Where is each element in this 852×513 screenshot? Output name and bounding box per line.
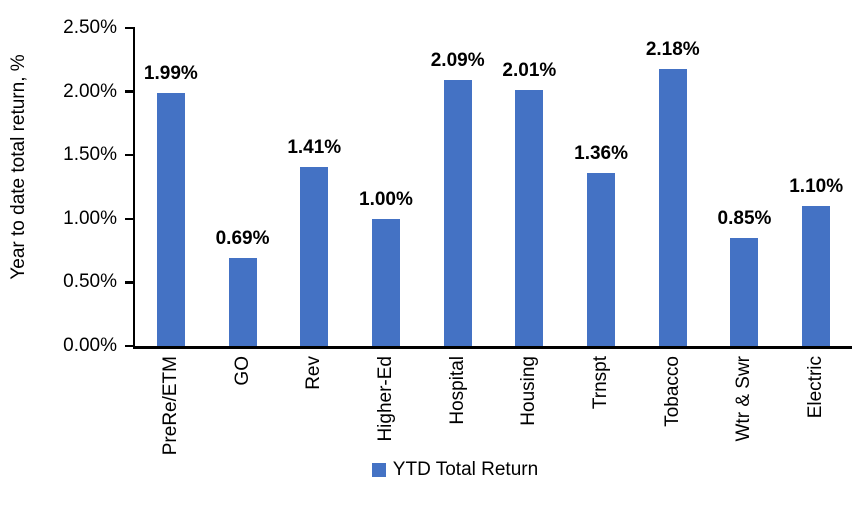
y-axis-tick-marks: [125, 26, 135, 348]
y-tick-label: 2.50%: [63, 17, 117, 38]
bar: [156, 92, 185, 346]
x-axis-label: Trnspt: [590, 356, 612, 410]
bar-slot: 0.85%: [709, 28, 781, 346]
y-tick-mark: [125, 153, 135, 157]
bar-value-label: 0.85%: [717, 207, 772, 229]
bar: [730, 237, 759, 346]
x-axis-label: Housing: [518, 356, 540, 426]
y-tick-label: 0.00%: [63, 334, 117, 356]
bar-value-label: 2.01%: [502, 60, 557, 82]
x-label-slot: Hospital: [422, 356, 494, 458]
bar: [228, 258, 257, 346]
x-label-slot: Housing: [494, 356, 566, 458]
bar-slot: 1.41%: [278, 28, 350, 346]
bar-slot: 1.00%: [350, 28, 422, 346]
y-tick-label: 2.00%: [63, 80, 117, 102]
x-label-slot: Electric: [780, 356, 852, 458]
y-tick-label: 1.50%: [63, 144, 117, 166]
bar-value-label: 1.10%: [789, 176, 844, 198]
x-label-slot: Rev: [278, 356, 350, 458]
legend-swatch-icon: [371, 463, 386, 477]
bar: [300, 166, 329, 346]
y-tick-mark: [125, 281, 135, 284]
x-label-slot: Trnspt: [565, 356, 637, 458]
legend-label: YTD Total Return: [392, 459, 539, 480]
x-label-slot: Wtr & Swr: [709, 356, 781, 458]
bar-slot: 1.10%: [780, 28, 852, 346]
bar-value-label: 0.69%: [215, 228, 270, 250]
bar: [802, 206, 831, 346]
y-axis-tick-labels: 2.50% 2.00% 1.50% 1.00% 0.50% 0.00%: [0, 18, 117, 356]
x-axis-line: [132, 346, 852, 349]
bar-value-label: 2.09%: [430, 50, 485, 72]
bar-slot: 1.36%: [565, 28, 637, 346]
bar-value-label: 1.36%: [574, 143, 628, 165]
x-axis-label: Higher-Ed: [374, 356, 396, 442]
y-tick-label: 1.00%: [63, 207, 117, 229]
bar: [515, 90, 544, 346]
bar: [371, 218, 400, 346]
plot-area: 1.99% 0.69% 1.41% 1.00% 2.09% 2.01% 1.36% 2.18%…: [135, 28, 852, 346]
bar-value-label: 1.41%: [287, 136, 342, 158]
x-label-slot: GO: [207, 356, 279, 458]
x-axis-label: Hospital: [446, 356, 468, 425]
bar-value-label: 1.00%: [359, 188, 413, 210]
x-axis-label: PreRe/ETM: [159, 356, 181, 456]
x-axis-label: Wtr & Swr: [733, 356, 755, 442]
y-tick-mark: [125, 217, 135, 221]
x-axis-label: Electric: [805, 356, 827, 419]
bar-slot: 2.09%: [422, 28, 494, 346]
bar-value-label: 2.18%: [645, 38, 700, 60]
bar-slot: 2.18%: [637, 28, 709, 346]
x-axis-label: Rev: [303, 356, 325, 390]
bar-slot: 0.69%: [207, 28, 279, 346]
x-axis-label: Tobacco: [661, 356, 683, 427]
y-tick-mark: [125, 90, 135, 93]
y-tick-label: 0.50%: [63, 271, 117, 293]
y-tick-mark: [125, 26, 135, 30]
bar: [658, 68, 687, 346]
x-label-slot: PreRe/ETM: [135, 356, 207, 458]
x-label-slot: Higher-Ed: [350, 356, 422, 458]
bar-slot: 2.01%: [494, 28, 566, 346]
x-axis-category-labels: PreRe/ETM GO Rev Higher-Ed Hospital Housing Tr…: [135, 356, 852, 458]
bar-slot: 1.99%: [135, 28, 207, 346]
bar: [443, 80, 472, 346]
y-tick-mark: [125, 344, 135, 348]
legend: YTD Total Return: [29, 458, 852, 482]
bar: [587, 173, 616, 346]
y-axis-line: [132, 27, 135, 348]
bar-value-label: 1.99%: [143, 62, 198, 84]
x-label-slot: Tobacco: [637, 356, 709, 458]
x-axis-label: GO: [231, 356, 253, 386]
